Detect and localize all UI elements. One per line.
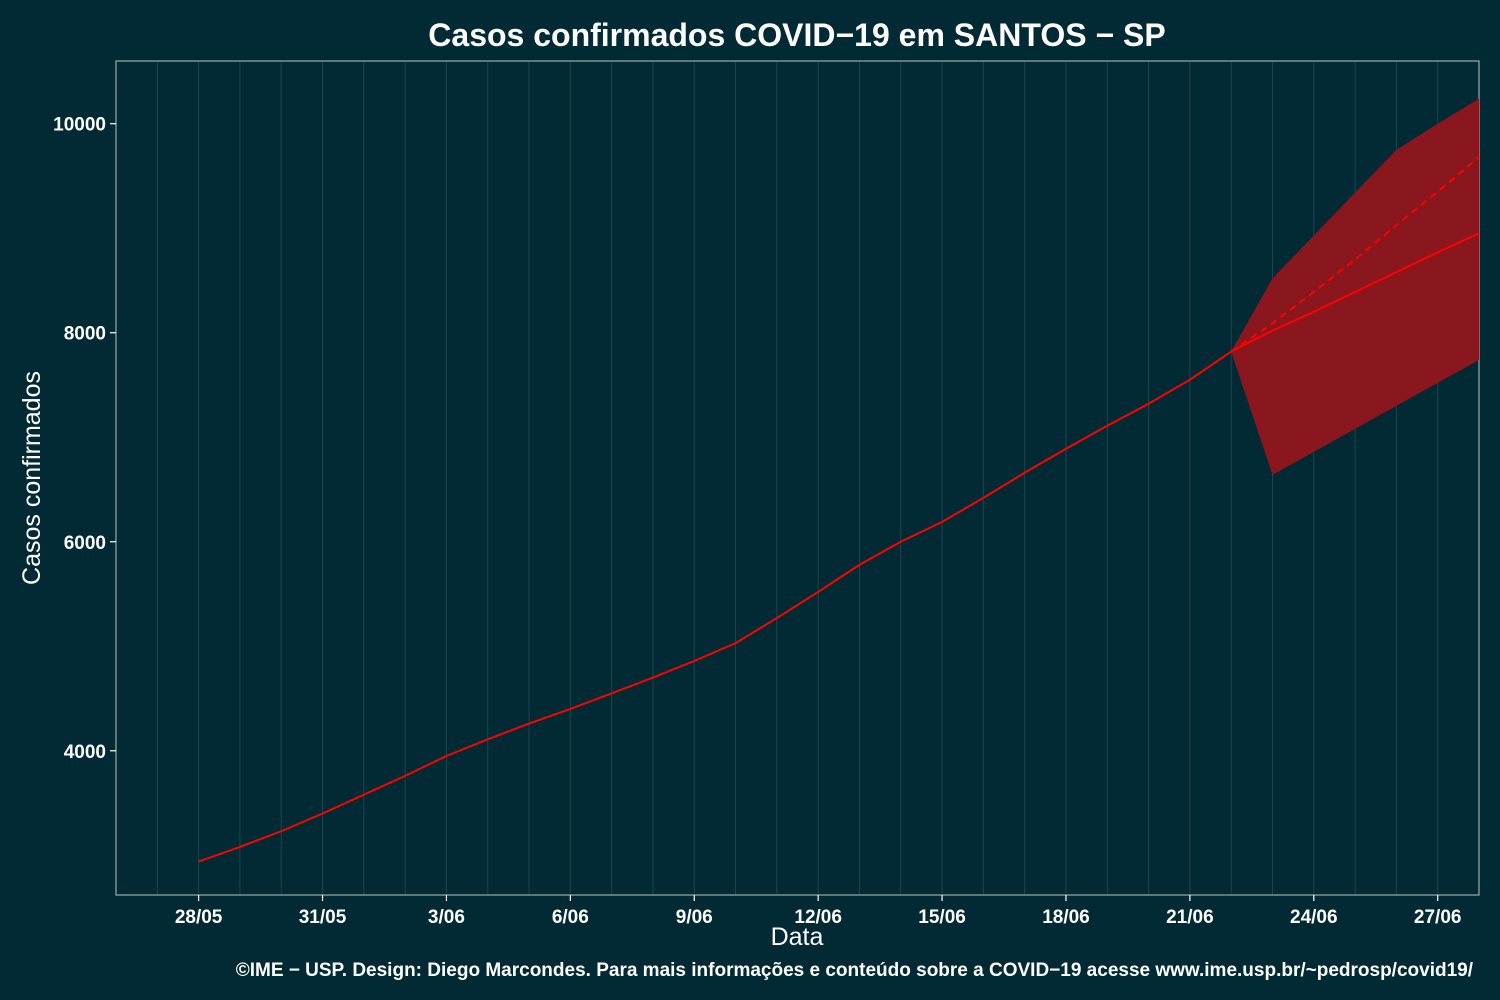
forecast-band-layer: [1231, 98, 1479, 475]
grid: [156, 61, 1439, 895]
y-axis-ticks: 4000 6000 8000 10000: [53, 115, 116, 763]
forecast-dashed-line: [1230, 156, 1480, 353]
x-tick-label: 28/05: [175, 907, 223, 928]
x-tick-label: 24/06: [1290, 907, 1338, 928]
x-tick-label: 18/06: [1042, 907, 1090, 928]
y-tick-label: 8000: [64, 324, 106, 345]
x-tick-label: 27/06: [1414, 907, 1462, 928]
x-axis-ticks: 28/05 31/05 3/06 6/06 9/06 12/06 15/06 18/06 21/…: [175, 895, 1462, 928]
x-tick-label: 6/06: [552, 907, 589, 928]
x-axis-title: Data: [771, 923, 824, 951]
y-axis-title: Casos confirmados: [18, 371, 46, 585]
observed-cases-line: [198, 350, 1232, 863]
y-tick-label: 10000: [53, 115, 106, 136]
forecast-line: [1230, 232, 1480, 353]
y-tick-label: 4000: [64, 742, 106, 763]
x-tick-label: 9/06: [676, 907, 713, 928]
footer-caption: ©IME − USP. Design: Diego Marcondes. Par…: [236, 960, 1474, 981]
series-layer: [198, 156, 1480, 863]
forecast-interval-band: [1231, 98, 1479, 475]
plot-frame: [115, 60, 1480, 896]
chart-title: Casos confirmados COVID−19 em SANTOS − S…: [428, 17, 1165, 53]
x-tick-label: 21/06: [1166, 907, 1214, 928]
x-tick-label: 15/06: [918, 907, 966, 928]
x-tick-label: 12/06: [794, 907, 842, 928]
x-tick-label: 3/06: [428, 907, 465, 928]
x-tick-label: 31/05: [299, 907, 347, 928]
y-tick-label: 6000: [64, 533, 106, 554]
